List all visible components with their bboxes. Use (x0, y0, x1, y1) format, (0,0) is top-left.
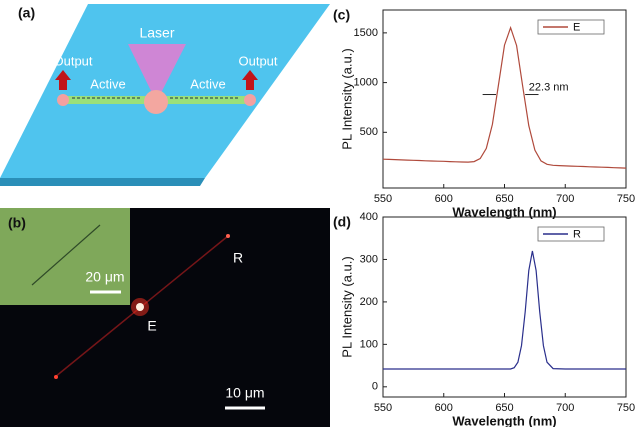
x-tick-label: 700 (556, 193, 574, 205)
plot-frame (382, 216, 627, 398)
y-tick-label: 200 (360, 296, 378, 308)
laser-label: Laser (139, 25, 174, 41)
legend-box (537, 19, 605, 35)
legend-label: E (573, 21, 580, 33)
output-label: Output (238, 53, 277, 68)
x-axis-label: Wavelength (nm) (452, 413, 556, 427)
output-arrow (55, 70, 71, 90)
annotation: 22.3 nm (529, 81, 569, 93)
panel-label: (c) (333, 7, 350, 23)
panel-a: (a) Laser Active Active Output Output (0, 4, 330, 186)
excite-label: E (147, 318, 156, 334)
output-arrow (242, 70, 258, 90)
legend-box (537, 226, 605, 242)
y-tick-label: 1000 (354, 76, 378, 88)
inset-wire (31, 224, 101, 286)
output-spot (244, 94, 256, 106)
x-tick-label: 600 (435, 193, 453, 205)
x-tick-label: 750 (617, 402, 635, 414)
spectrum-line (383, 250, 626, 370)
x-tick-label: 750 (617, 193, 635, 205)
panel-label: (d) (333, 214, 351, 230)
active-label: Active (90, 76, 125, 91)
x-tick-label: 550 (374, 193, 392, 205)
y-tick-label: 300 (360, 253, 378, 265)
panel-b: (b) 20 μm R E 10 μm (0, 208, 330, 427)
y-tick-label: 100 (360, 338, 378, 350)
panel-label: (b) (8, 215, 26, 231)
x-tick-label: 700 (556, 402, 574, 414)
laser-cone (128, 44, 186, 95)
y-axis-label: PL Intensity (a.u.) (339, 48, 354, 149)
x-tick-label: 650 (495, 402, 513, 414)
legend-label: R (573, 228, 581, 240)
scale-label: 10 μm (225, 385, 264, 401)
end-label: R (233, 250, 243, 266)
y-axis-label: PL Intensity (a.u.) (339, 256, 354, 357)
y-tick-label: 0 (372, 381, 378, 393)
x-tick-label: 650 (495, 193, 513, 205)
panel-label: (a) (18, 5, 35, 21)
excitation-spot (136, 303, 144, 311)
plot-frame (382, 9, 627, 189)
substrate (0, 4, 330, 178)
output-spot (57, 94, 69, 106)
scale-label: 20 μm (85, 269, 124, 285)
output-label: Output (53, 53, 92, 68)
y-tick-label: 400 (360, 211, 378, 223)
active-label: Active (190, 76, 225, 91)
x-tick-label: 600 (435, 402, 453, 414)
substrate-edge (0, 178, 205, 186)
x-axis-label: Wavelength (nm) (452, 204, 556, 219)
y-tick-label: 1500 (354, 27, 378, 39)
y-tick-label: 500 (360, 126, 378, 138)
x-tick-label: 550 (374, 402, 392, 414)
end-spot (226, 234, 230, 238)
excitation-spot (144, 90, 168, 114)
end-spot (54, 375, 58, 379)
spectrum-line (382, 25, 627, 169)
